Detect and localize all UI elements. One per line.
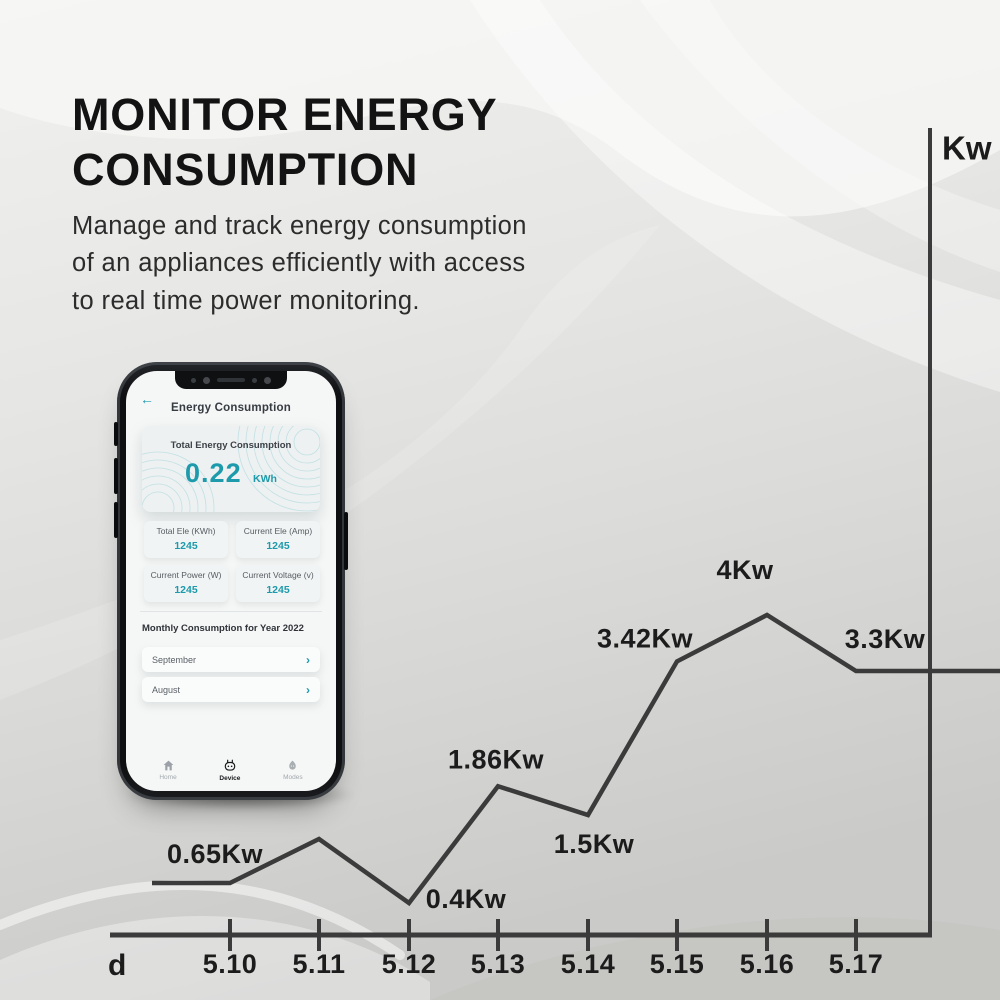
total-energy-card: Total Energy Consumption 0.22 KWh — [142, 426, 320, 512]
speaker-grill — [217, 378, 245, 382]
stat-tile-current-ele: Current Ele (Amp) 1245 — [236, 521, 320, 558]
phone-screen: ← Energy Consumption Total Energy Consum… — [126, 371, 336, 791]
back-arrow-icon: ← — [140, 391, 154, 407]
description-line: of an appliances efficiently with access — [72, 249, 526, 278]
camera-dot — [252, 377, 257, 383]
device-icon — [224, 759, 236, 771]
nav-item-device[interactable]: Device — [219, 759, 240, 782]
nav-item-modes[interactable]: Modes — [283, 759, 303, 781]
stat-value: 1245 — [174, 584, 198, 596]
phone-side-button — [344, 512, 348, 570]
stats-grid: Total Ele (KWh) 1245 Current Ele (Amp) 1… — [144, 521, 320, 602]
description-line: to real time power monitoring. — [72, 286, 420, 315]
bottom-nav: Home Device — [126, 753, 336, 787]
nav-label: Modes — [283, 774, 303, 781]
card-title: Total Energy Consumption — [170, 440, 292, 451]
month-row-september[interactable]: September › — [142, 647, 320, 672]
nav-label: Device — [219, 774, 241, 782]
stat-value: 1245 — [266, 584, 290, 596]
app-header-title: Energy Consumption — [171, 402, 291, 414]
divider — [140, 611, 322, 612]
nav-item-home[interactable]: Home — [159, 759, 177, 781]
sensor-dot — [264, 376, 271, 384]
month-label: September — [152, 654, 197, 665]
chevron-right-icon: › — [306, 682, 310, 697]
page-description: Manage and track energy consumption of a… — [72, 208, 527, 320]
energy-value: 0.22 — [185, 458, 242, 488]
modes-icon — [289, 760, 297, 770]
phone-notch — [175, 371, 287, 389]
monthly-section-title: Monthly Consumption for Year 2022 — [142, 623, 304, 634]
phone-mockup: ← Energy Consumption Total Energy Consum… — [114, 362, 348, 800]
stat-label: Current Power (W) — [150, 570, 222, 580]
card-wave-pattern — [142, 426, 320, 512]
page-title-line1: MONITOR ENERGY — [72, 89, 498, 140]
stat-tile-current-voltage: Current Voltage (v) 1245 — [236, 565, 320, 602]
page-title: MONITOR ENERGY CONSUMPTION — [72, 88, 497, 198]
nav-label: Home — [159, 774, 177, 781]
phone-side-button — [114, 458, 118, 494]
stat-label: Total Ele (KWh) — [156, 526, 216, 536]
stat-value: 1245 — [266, 540, 290, 552]
camera-dot — [203, 376, 210, 384]
home-icon — [163, 760, 173, 771]
camera-dot — [191, 377, 196, 383]
month-row-august[interactable]: August › — [142, 677, 320, 702]
page-title-line2: CONSUMPTION — [72, 143, 419, 195]
stat-value: 1245 — [174, 540, 198, 552]
month-label: August — [152, 684, 181, 695]
back-button[interactable]: ← — [140, 392, 154, 406]
stat-label: Current Voltage (v) — [242, 570, 314, 580]
energy-unit: KWh — [253, 473, 277, 485]
description-line: Manage and track energy consumption — [72, 212, 527, 240]
stat-tile-current-power: Current Power (W) 1245 — [144, 565, 228, 602]
stat-label: Current Ele (Amp) — [243, 526, 313, 536]
chevron-right-icon: › — [306, 652, 310, 667]
stat-tile-total-ele: Total Ele (KWh) 1245 — [144, 521, 228, 558]
phone-side-button — [114, 502, 118, 538]
phone-side-button — [114, 422, 118, 446]
card-value-row: 0.22 KWh — [142, 458, 320, 489]
